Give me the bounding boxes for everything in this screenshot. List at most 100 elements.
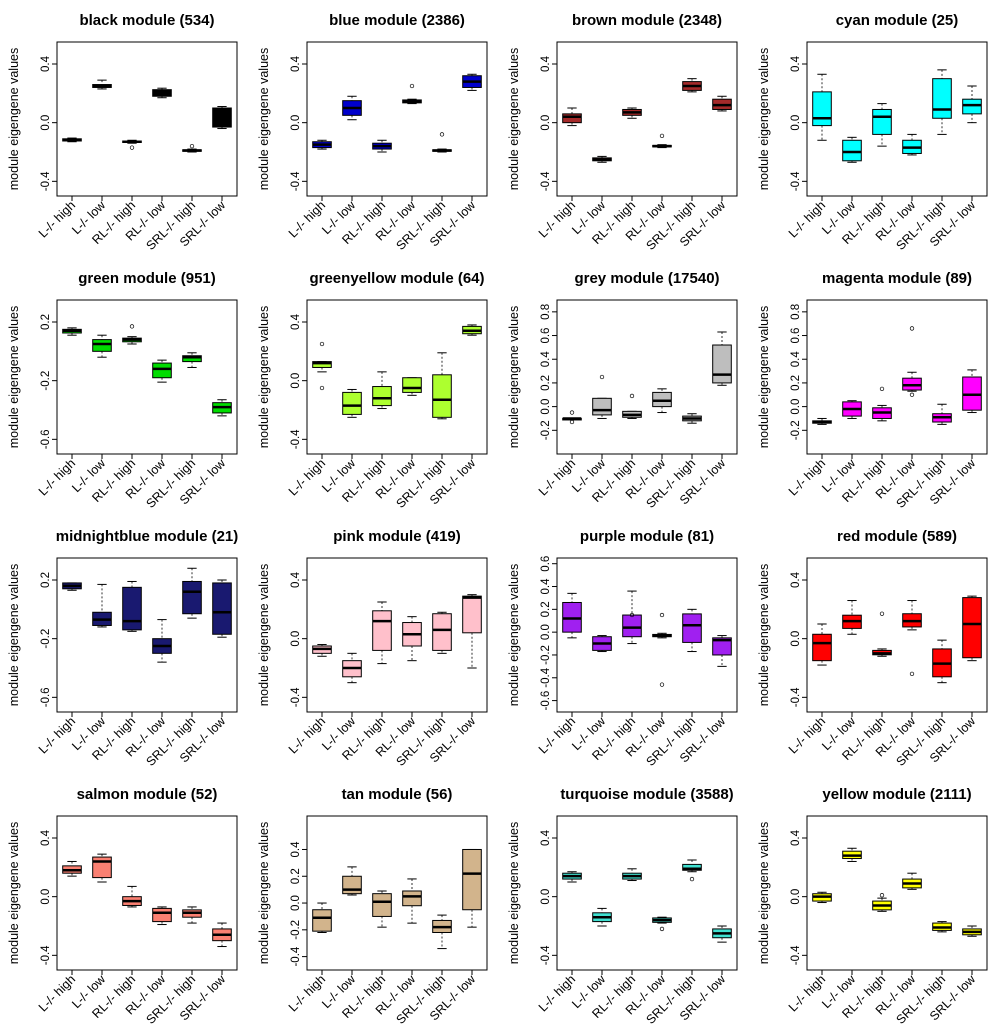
y-tick-label: 0.6 [540,328,552,344]
outlier-point [659,926,665,932]
box-3 [122,324,142,345]
plot-frame [56,815,238,971]
y-tick-label: 0.2 [540,375,552,391]
box-5 [682,608,702,653]
x-category-label: L-/- high [36,714,78,756]
outlier-point [129,324,135,329]
y-axis-label: module eigengene values [757,822,771,964]
box-4 [152,359,172,383]
box-6 [462,324,482,336]
box-body [872,108,892,135]
box-body [842,139,862,162]
boxplot-svg: greenyellow module (64) -0.4 0.0 0.4 module … [257,270,488,511]
box-4 [902,600,922,677]
chart-title: green module (951) [78,270,216,287]
box-6 [212,106,232,130]
box-3 [622,590,642,645]
y-axis-label: module eigengene values [7,822,21,964]
y-tick-label: 0.0 [790,631,802,647]
box-3 [372,371,392,410]
boxplot-svg: midnightblue module (21) -0.6 -0.2 0.2 modul… [7,528,238,769]
y-tick-label: -0.6 [540,691,552,711]
y-tick-label: 0.2 [790,375,802,391]
y-tick-label: 0.4 [540,578,552,595]
box-body [712,637,732,656]
box-body [342,391,362,415]
chart-title: black module (534) [79,12,214,29]
y-tick-label: 0.6 [540,556,552,572]
y-tick-label: 0.0 [290,373,302,389]
boxplot-panel: black module (534) -0.4 0.0 0.4 module eigen… [2,0,252,258]
box-4 [402,377,422,396]
box-body [932,78,952,119]
y-tick-label: -0.2 [540,645,552,665]
y-tick-label: -0.4 [290,687,302,707]
box-6 [462,594,482,669]
y-tick-label: 0.4 [290,841,302,858]
chart-title: cyan module (25) [836,12,959,29]
y-axis-label: module eigengene values [7,564,21,706]
y-tick-label: -0.4 [290,429,302,449]
boxplot-svg: purple module (81) -0.6 -0.4 -0.2 0.0 0.2 0.4 0… [507,528,738,769]
x-category-label: L-/- high [36,972,78,1014]
chart-title: greenyellow module (64) [309,270,484,287]
box-3 [872,386,892,422]
x-category-label: L-/- high [286,456,328,498]
y-tick-label: -0.6 [40,429,52,449]
x-category-label: L-/- high [536,198,578,240]
box-2 [592,635,612,653]
box-6 [212,579,232,638]
y-tick-label: -0.4 [540,667,552,687]
box-body [962,597,982,659]
box-4 [652,388,672,414]
box-5 [432,352,452,420]
box-body [92,856,112,879]
box-1 [562,410,582,425]
box-2 [92,583,112,628]
plot-frame [56,557,238,713]
box-4 [402,878,422,924]
y-tick-label: 0.0 [540,399,552,415]
x-category-label: L-/- high [286,714,328,756]
y-tick-label: -0.4 [790,171,802,191]
outlier-point [909,326,915,331]
y-tick-label: 0.2 [540,601,552,617]
outlier-point [189,143,195,149]
y-tick-label: 0.0 [290,631,302,647]
y-tick-label: 0.2 [40,572,52,588]
y-axis-label: module eigengene values [757,564,771,706]
outlier-point [629,393,635,399]
box-body [152,362,172,379]
box-5 [932,639,952,684]
y-tick-label: 0.4 [540,829,552,846]
y-axis-label: module eigengene values [257,48,271,190]
x-category-label: L-/- high [536,972,578,1014]
chart-title: magenta module (89) [822,270,972,287]
plot-frame [556,299,738,455]
y-tick-label: 0.6 [790,328,802,344]
outlier-point [439,132,445,137]
plot-frame [56,299,238,455]
outlier-point [319,341,325,347]
box-5 [682,859,702,882]
y-axis-label: module eigengene values [507,564,521,706]
y-tick-label: 0.0 [40,889,52,905]
boxplot-panel: blue module (2386) -0.4 0.0 0.4 module eigen… [252,0,502,258]
y-axis-label: module eigengene values [7,48,21,190]
box-1 [312,341,332,391]
box-body [372,386,392,407]
y-tick-label: 0.4 [290,571,302,588]
y-axis-label: module eigengene values [507,822,521,964]
y-tick-label: 0.0 [540,115,552,131]
box-body [432,613,452,651]
box-4 [902,872,922,890]
box-6 [462,73,482,91]
box-2 [342,866,362,896]
box-body [682,863,702,871]
box-4 [402,616,422,662]
box-5 [432,611,452,654]
plot-frame [306,815,488,971]
box-body [962,98,982,115]
box-2 [842,847,862,862]
outlier-point [909,392,915,397]
